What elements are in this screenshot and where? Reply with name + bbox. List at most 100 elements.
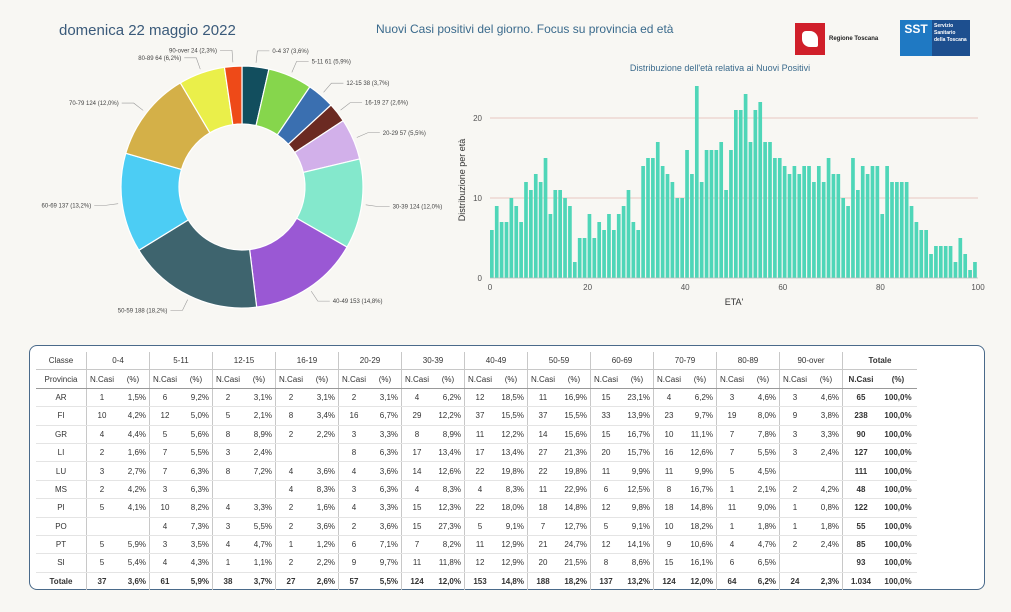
slice-leader-line	[94, 203, 119, 206]
histogram-bar	[895, 182, 899, 278]
table-cell: 1,8%	[810, 517, 843, 536]
column-header: 90-over	[779, 352, 843, 371]
table-cell	[306, 443, 339, 463]
table-cell: 2,1%	[243, 406, 276, 426]
table-cell: 15,6%	[558, 425, 591, 444]
histogram-bar	[572, 262, 577, 278]
column-header: N.Casi	[842, 369, 879, 389]
table-cell: 4	[401, 388, 432, 408]
column-header: (%)	[879, 369, 917, 389]
histogram-bar	[938, 246, 943, 278]
table-cell: 5,5%	[243, 517, 276, 536]
column-header: (%)	[621, 369, 654, 389]
table-cell: 2	[779, 535, 810, 555]
slice-label: 0-4 37 (3,6%)	[272, 49, 308, 55]
histogram-bar	[612, 230, 616, 278]
histogram-bar	[626, 190, 631, 278]
histogram-bar	[870, 166, 875, 278]
table-cell: 153	[464, 571, 495, 591]
table-cell: 11,8%	[432, 553, 465, 573]
histogram-bar	[558, 190, 562, 278]
table-cell: 12,0%	[432, 571, 465, 591]
table-cell: 8,9%	[432, 425, 465, 444]
row-total: 127	[842, 443, 879, 463]
histogram-bar	[904, 182, 909, 278]
histogram-bar	[709, 150, 714, 278]
histogram-bar	[504, 222, 509, 278]
histogram-bar	[914, 222, 919, 278]
table-cell: 12,5%	[621, 480, 654, 500]
table-cell: 4	[212, 498, 243, 518]
histogram-bar	[963, 254, 968, 278]
table-cell: 12,0%	[684, 571, 717, 591]
slice-leader-line	[356, 132, 380, 138]
slice-label: 70-79 124 (12,0%)	[69, 101, 119, 107]
histogram-bar	[943, 246, 948, 278]
table-cell: 9,8%	[621, 498, 654, 518]
table-row: PI 5 4,1% 10 8,2% 4 3,3% 2 1,6% 4 3,3% 15 12,3% 22 18,…	[36, 498, 917, 518]
table-cell: 6,2%	[747, 571, 780, 591]
row-total-pct: 100,0%	[879, 406, 917, 426]
histogram-bar	[621, 206, 626, 278]
x-tick-label: 40	[681, 283, 690, 292]
table-cell: 11	[401, 553, 432, 573]
pie-slice	[138, 219, 258, 309]
table-cell: 9,1%	[621, 517, 654, 536]
table-cell: 124	[653, 571, 684, 591]
histogram-bar	[514, 206, 519, 278]
table-cell: 4,3%	[180, 553, 213, 573]
table-cell: 9,1%	[495, 517, 528, 536]
histogram-bar	[602, 230, 606, 278]
table-cell: 3,1%	[306, 388, 339, 408]
table-cell: 3,1%	[369, 388, 402, 408]
table-cell: 1	[779, 517, 810, 536]
table-cell: 64	[716, 571, 747, 591]
column-header: (%)	[369, 369, 402, 389]
histogram-bar	[719, 142, 724, 278]
table-cell: 20	[590, 443, 621, 463]
row-total: 122	[842, 498, 879, 518]
table-cell: 12	[590, 498, 621, 518]
row-total-pct: 100,0%	[879, 425, 917, 444]
histogram-bar	[797, 174, 802, 278]
column-header: N.Casi	[149, 369, 180, 389]
table-cell: 4,5%	[747, 461, 780, 481]
row-label: MS	[36, 480, 87, 500]
table-cell: 14,8%	[558, 498, 591, 518]
table-cell: 15	[590, 425, 621, 444]
histogram-bar	[533, 174, 538, 278]
y-axis-label: Distribuzione per età	[457, 139, 467, 222]
table-cell: 11	[653, 461, 684, 481]
column-header: (%)	[117, 369, 150, 389]
table-row: AR 1 1,5% 6 9,2% 2 3,1% 2 3,1% 2 3,1% 4 6,2% 12 18,5% 1…	[36, 388, 917, 408]
histogram-bar	[919, 230, 924, 278]
histogram-bar	[607, 214, 611, 278]
table-cell: 2	[86, 443, 117, 463]
table-cell: 5	[86, 553, 117, 573]
table-cell: 124	[401, 571, 432, 591]
table-cell	[810, 461, 843, 481]
table-cell: 12,9%	[495, 535, 528, 555]
histogram-bar	[655, 142, 660, 278]
table-cell: 21	[527, 535, 558, 555]
table-cell: 1	[779, 498, 810, 518]
x-tick-label: 0	[488, 283, 493, 292]
table-cell: 27,3%	[432, 517, 465, 536]
table-cell: 2	[212, 388, 243, 408]
pegasus-icon	[795, 23, 825, 55]
table-cell: 2,7%	[117, 461, 150, 481]
histogram-bar	[958, 238, 963, 278]
row-total: 85	[842, 535, 879, 555]
histogram-bar	[646, 158, 650, 278]
table-cell: 9,9%	[621, 461, 654, 481]
x-axis-label: ETA'	[725, 297, 744, 307]
table-cell: 12	[464, 553, 495, 573]
table-cell: 3	[338, 425, 369, 444]
table-cell: 3	[716, 388, 747, 408]
table-cell: 20	[527, 553, 558, 573]
histogram-bar	[734, 110, 738, 278]
table-cell: 14	[527, 425, 558, 444]
table-cell: 6	[149, 388, 180, 408]
row-total-pct: 100,0%	[879, 571, 917, 591]
table-cell: 2	[275, 553, 306, 573]
